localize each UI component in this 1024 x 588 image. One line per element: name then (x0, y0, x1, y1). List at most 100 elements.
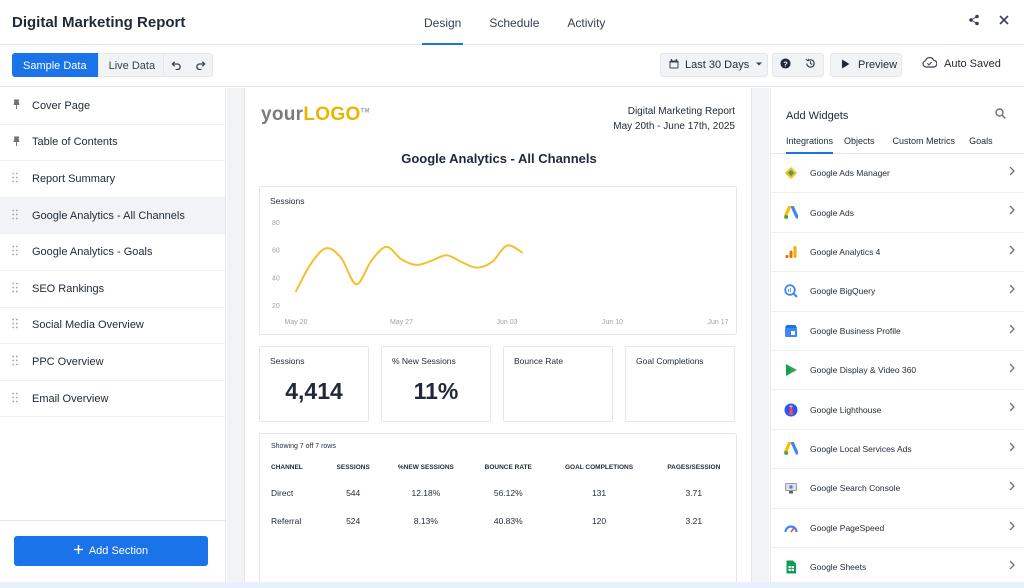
sidebar-item-ppc-overview[interactable]: PPC Overview (0, 344, 225, 381)
kpi-value: 11% (413, 378, 459, 404)
sample-data-button[interactable]: Sample Data (12, 53, 98, 77)
drag-handle-icon[interactable] (12, 245, 24, 259)
drag-handle-icon[interactable] (12, 318, 24, 332)
integration-google-bigquery[interactable]: Google BigQuery (771, 272, 1024, 312)
drag-handle-icon[interactable] (12, 172, 24, 186)
tab-goals[interactable]: Goals (969, 136, 993, 146)
drag-handle-icon[interactable] (12, 282, 24, 296)
tab-custom-metrics[interactable]: Custom Metrics (892, 136, 956, 146)
sidebar-item-label: Social Media Overview (32, 319, 144, 332)
undo-icon[interactable] (170, 58, 182, 73)
preview-label: Preview (858, 59, 898, 71)
help-icon[interactable]: ? (780, 58, 791, 72)
share-icon[interactable] (968, 14, 980, 29)
logo-placeholder[interactable]: yourLOGOTM (261, 104, 370, 126)
svg-text:?: ? (783, 59, 788, 68)
sidebar-item-table-of-contents[interactable]: Table of Contents (0, 125, 225, 162)
chevron-right-icon (1009, 284, 1015, 297)
table-cell: Referral (271, 516, 302, 526)
auto-saved-label: Auto Saved (944, 58, 1001, 70)
chevron-down-icon (755, 59, 763, 71)
sidebar-item-social-media-overview[interactable]: Social Media Overview (0, 308, 225, 345)
y-tick-label: 80 (272, 220, 280, 227)
kpi-new-sessions[interactable]: % New Sessions 11% (381, 346, 491, 422)
table-cell: 3.21 (685, 516, 703, 526)
preview-button[interactable]: Preview (830, 53, 902, 77)
tab-integrations[interactable]: Integrations (771, 134, 841, 154)
drag-handle-icon[interactable] (12, 209, 24, 223)
logo-prefix: your (261, 104, 304, 125)
view-tabs: Design Schedule Activity (410, 0, 619, 45)
sidebar-item-label: Google Analytics - All Channels (32, 209, 185, 222)
drag-handle-icon[interactable] (12, 392, 24, 406)
report-page: yourLOGOTM Digital Marketing Report May … (244, 88, 752, 588)
integration-label: Google Lighthouse (810, 404, 882, 415)
google-local-services-icon (784, 441, 798, 456)
integration-google-display-video-360[interactable]: Google Display & Video 360 (771, 351, 1024, 391)
y-tick-label: 60 (272, 248, 280, 255)
close-icon[interactable] (998, 14, 1010, 29)
live-data-button[interactable]: Live Data (97, 53, 167, 77)
column-header[interactable]: GOAL COMPLETIONS (564, 464, 634, 471)
sessions-chart-widget[interactable]: Sessions 20 40 60 80 May 20 May 27 Jun 03 Jun 1… (259, 186, 737, 335)
integration-google-search-console[interactable]: Google Search Console (771, 469, 1024, 509)
kpi-bounce-rate[interactable]: Bounce Rate (503, 346, 613, 422)
toolbar: Sample Data Live Data Last 30 Days ? (0, 45, 1024, 87)
table-cell: 131 (591, 488, 607, 498)
kpi-value: 4,414 (285, 378, 343, 404)
kpi-goal-completions[interactable]: Goal Completions (625, 346, 735, 422)
column-header[interactable]: %NEW SESSIONS (397, 464, 454, 471)
chevron-right-icon (1009, 442, 1015, 455)
table-cell: Direct (271, 488, 294, 498)
report-canvas: yourLOGOTM Digital Marketing Report May … (227, 88, 769, 588)
tab-activity[interactable]: Activity (567, 16, 606, 30)
integration-google-lighthouse[interactable]: Google Lighthouse (771, 390, 1024, 430)
google-ads-manager-icon (784, 166, 798, 180)
tab-schedule[interactable]: Schedule (489, 16, 540, 30)
integration-google-pagespeed[interactable]: Google PageSpeed (771, 509, 1024, 548)
table-cell: 544 (346, 488, 361, 498)
sidebar-item-google-analytics-goals[interactable]: Google Analytics - Goals (0, 234, 225, 271)
sidebar-item-seo-rankings[interactable]: SEO Rankings (0, 271, 225, 308)
google-display-video-icon (784, 363, 798, 377)
integration-google-ads-manager[interactable]: Google Ads Manager (771, 154, 1024, 194)
integration-label: Google Ads Manager (810, 168, 890, 179)
date-range-selector[interactable]: Last 30 Days (660, 53, 768, 77)
sidebar-item-report-summary[interactable]: Report Summary (0, 161, 225, 198)
integration-google-business-profile[interactable]: Google Business Profile (771, 312, 1024, 351)
tab-design[interactable]: Design (410, 0, 475, 45)
column-header[interactable]: CHANNEL (271, 464, 303, 471)
sidebar-item-email-overview[interactable]: Email Overview (0, 381, 225, 418)
sessions-series-line (295, 244, 524, 293)
table-cell: 3.71 (685, 488, 703, 498)
x-tick-label: Jun 03 (496, 319, 517, 326)
table-cell: 8.13% (413, 516, 438, 526)
table-cell: 40.83% (493, 516, 523, 526)
channels-table-widget[interactable]: Showing 7 off 7 rows CHANNEL SESSIONS %N… (259, 433, 737, 588)
section-heading: Google Analytics - All Channels (401, 151, 597, 166)
integration-google-local-services-ads[interactable]: Google Local Services Ads (771, 430, 1024, 470)
chart-title: Sessions (270, 196, 305, 206)
column-header[interactable]: PAGES/SESSION (667, 464, 721, 471)
google-search-console-icon (784, 481, 798, 495)
sessions-line-chart: 20 40 60 80 May 20 May 27 Jun 03 Jun 10 Jun 17 (272, 220, 729, 326)
integration-google-ads[interactable]: Google Ads (771, 193, 1024, 233)
drag-handle-icon[interactable] (12, 355, 24, 369)
column-header[interactable]: BOUNCE RATE (484, 464, 532, 471)
integration-google-analytics-4[interactable]: Google Analytics 4 (771, 233, 1024, 273)
integration-list: Google Ads Manager Google Ads Google Ana (771, 154, 1024, 588)
search-icon[interactable] (995, 108, 1006, 122)
column-header[interactable]: SESSIONS (336, 464, 370, 471)
tab-objects[interactable]: Objects (844, 136, 875, 146)
history-controls (163, 53, 213, 77)
calendar-icon (669, 58, 679, 72)
kpi-sessions[interactable]: Sessions 4,414 (259, 346, 369, 422)
redo-icon[interactable] (195, 58, 206, 73)
sidebar-item-cover-page[interactable]: Cover Page (0, 88, 225, 125)
sidebar-item-google-analytics-all-channels[interactable]: Google Analytics - All Channels (0, 197, 225, 235)
x-tick-label: May 27 (390, 319, 413, 326)
google-sheets-icon (784, 560, 798, 574)
report-name: Digital Marketing Report (627, 106, 735, 117)
add-section-button[interactable]: Add Section (14, 536, 208, 566)
history-icon[interactable] (805, 58, 816, 72)
